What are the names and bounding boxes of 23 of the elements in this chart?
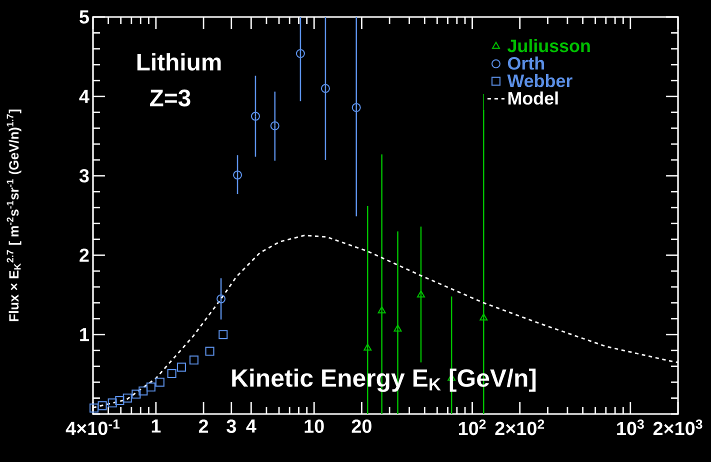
y-tick-label: 2 — [80, 248, 89, 262]
legend-label: Webber — [507, 74, 572, 88]
x-tick-label: 10 — [304, 420, 324, 433]
x-tick-label: 20 — [352, 420, 372, 433]
x-tick-label: 2×10$^{3}$ — [653, 420, 702, 436]
legend-label: Orth — [508, 56, 544, 70]
x-tick-label: 10$^{2}$ — [458, 420, 486, 436]
annotation: Lithium — [137, 53, 221, 71]
x-tick-label: 2×10$^{2}$ — [495, 420, 544, 436]
legend-label: Model — [508, 91, 558, 105]
x-tick-label: 1 — [152, 420, 161, 433]
x-tick-label: 2 — [198, 420, 208, 433]
legend-label: Juliusson — [507, 39, 590, 52]
x-tick-label: 3 — [226, 420, 236, 433]
x-tick-label: 4×10$^{-1}$ — [66, 420, 120, 436]
x-tick-label: 10$^{3}$ — [617, 420, 644, 436]
y-tick-label: 1 — [80, 328, 89, 342]
text: Flux × E$_{K}$$^{2.7}$ [ m$^{-2}$s$^{-1}$sr$^{-1}$ (GeV/n)$^{1.7}$] — [6, 110, 22, 322]
y-tick-label: 3 — [79, 169, 89, 183]
annotation: Z=3 — [150, 90, 190, 106]
x-tick-label: 4 — [246, 420, 256, 433]
y-tick-label: 4 — [79, 90, 90, 103]
y-tick-label: 5 — [80, 10, 89, 24]
